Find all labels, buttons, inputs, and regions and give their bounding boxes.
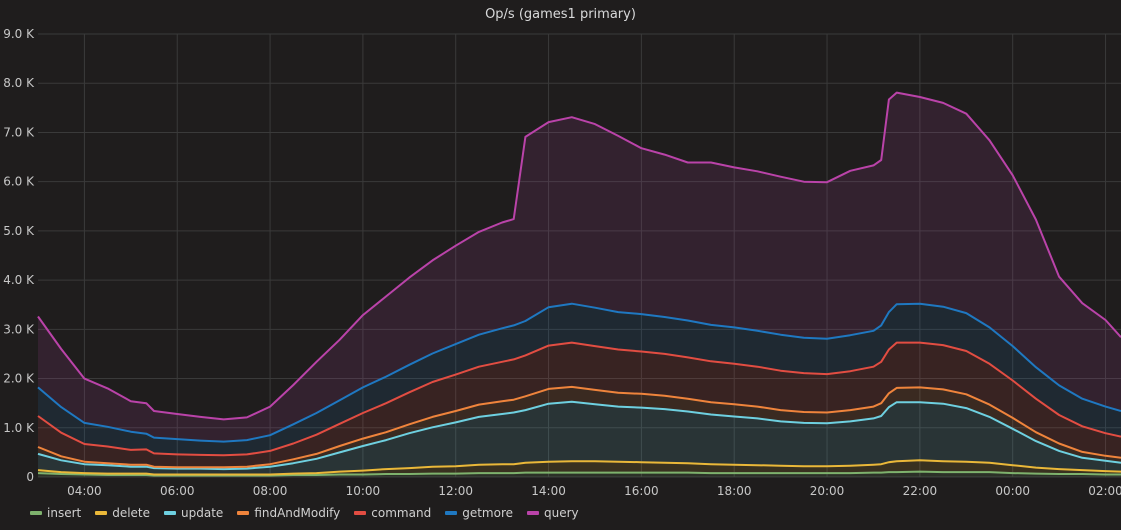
x-tick-label: 16:00 bbox=[624, 484, 659, 498]
chart-svg: 0 1.0 K 2.0 K 3.0 K 4.0 K 5.0 K 6.0 K 7.0 K 8.0 … bbox=[3, 27, 1121, 498]
y-tick-label: 9.0 K bbox=[3, 27, 35, 41]
legend-swatch bbox=[354, 511, 367, 515]
legend-swatch bbox=[445, 511, 458, 515]
legend-label: query bbox=[544, 506, 579, 520]
y-tick-label: 8.0 K bbox=[3, 76, 35, 90]
x-tick-label: 20:00 bbox=[810, 484, 845, 498]
y-tick-label: 0 bbox=[26, 470, 34, 484]
x-tick-label: 06:00 bbox=[160, 484, 195, 498]
series-area-command bbox=[38, 342, 1121, 468]
y-tick-label: 7.0 K bbox=[3, 125, 35, 139]
chart-series bbox=[37, 91, 1121, 477]
x-tick-label: 04:00 bbox=[67, 484, 102, 498]
y-tick-label: 3.0 K bbox=[3, 322, 35, 336]
legend-item-command[interactable]: command bbox=[354, 506, 431, 520]
x-tick-label: 12:00 bbox=[438, 484, 473, 498]
panel-title: Op/s (games1 primary) bbox=[485, 7, 636, 22]
series-line-update bbox=[37, 400, 1121, 471]
legend-swatch bbox=[164, 511, 177, 515]
y-tick-label: 2.0 K bbox=[3, 372, 35, 386]
legend-label: insert bbox=[47, 506, 82, 520]
series-line-getmore bbox=[37, 302, 1121, 443]
legend-label: delete bbox=[112, 506, 151, 520]
legend-label: command bbox=[371, 506, 432, 520]
legend-item-findAndModify[interactable]: findAndModify bbox=[237, 506, 340, 520]
x-tick-label: 14:00 bbox=[531, 484, 566, 498]
legend-swatch bbox=[30, 511, 42, 515]
y-tick-label: 4.0 K bbox=[3, 273, 35, 287]
x-tick-label: 00:00 bbox=[995, 484, 1030, 498]
legend-label: getmore bbox=[462, 506, 513, 520]
series-line-query bbox=[37, 91, 1121, 421]
x-tick-label: 02:00 bbox=[1088, 484, 1121, 498]
x-tick-label: 18:00 bbox=[717, 484, 752, 498]
x-tick-label: 10:00 bbox=[346, 484, 381, 498]
y-tick-label: 1.0 K bbox=[3, 421, 35, 435]
chart-legend: insert delete update findAndModify command ge… bbox=[30, 506, 579, 520]
legend-swatch bbox=[237, 511, 250, 515]
legend-swatch bbox=[527, 511, 539, 515]
series-area-query bbox=[38, 92, 1121, 442]
series-line-command bbox=[37, 341, 1121, 457]
series-line-delete bbox=[37, 459, 1121, 476]
series-line-findAndModify bbox=[37, 385, 1121, 469]
legend-item-delete[interactable]: delete bbox=[95, 506, 150, 520]
legend-item-query[interactable]: query bbox=[527, 506, 579, 520]
x-tick-label: 22:00 bbox=[903, 484, 938, 498]
legend-label: findAndModify bbox=[254, 506, 341, 520]
chart-axes: 0 1.0 K 2.0 K 3.0 K 4.0 K 5.0 K 6.0 K 7.0 K 8.0 … bbox=[3, 27, 1121, 498]
y-tick-label: 6.0 K bbox=[3, 175, 35, 189]
series-area-update bbox=[38, 401, 1121, 475]
legend-swatch bbox=[95, 511, 108, 515]
legend-item-insert[interactable]: insert bbox=[30, 506, 81, 520]
series-area-delete bbox=[38, 460, 1121, 476]
x-tick-label: 08:00 bbox=[253, 484, 288, 498]
y-tick-label: 5.0 K bbox=[3, 224, 35, 238]
legend-item-getmore[interactable]: getmore bbox=[445, 506, 513, 520]
legend-label: update bbox=[181, 506, 224, 520]
legend-item-update[interactable]: update bbox=[164, 506, 223, 520]
